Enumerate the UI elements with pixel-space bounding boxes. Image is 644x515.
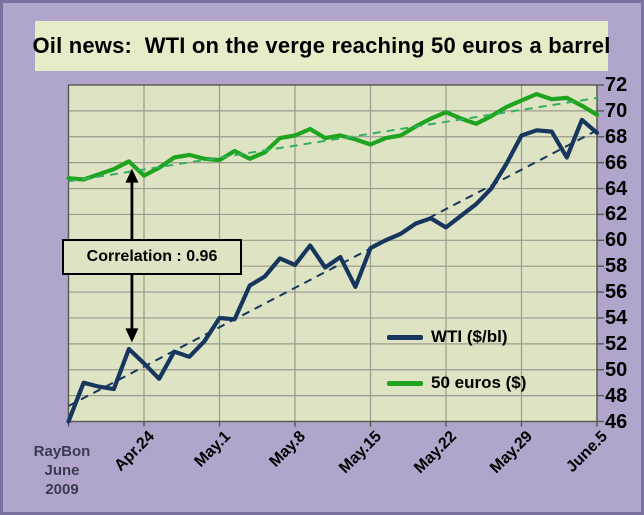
euro-line [66,91,600,182]
watermark-line2: June [44,462,80,479]
wti-line-swatch [387,334,423,340]
legend: WTI ($/bl) 50 euros ($) [387,326,526,418]
correlation-text: Correlation : 0.96 [86,248,218,265]
correlation-annotation: Correlation : 0.96 [62,239,242,275]
chart-title-box: Oil news: WTI on the verge reaching 50 e… [32,21,611,71]
legend-item-euro: 50 euros ($) [387,372,526,394]
legend-label-euro: 50 euros ($) [431,373,527,392]
legend-label-wti: WTI ($/bl) [431,327,508,346]
euro-line-swatch [387,380,423,386]
watermark-line3: 2009 [45,481,79,498]
chart-title: Oil news: WTI on the verge reaching 50 e… [32,33,611,58]
watermark: RayBon June 2009 [6,442,118,499]
correlation-arrow-head-down [125,328,139,343]
wti-line [66,117,600,424]
correlation-arrow-head-up [125,168,139,183]
legend-item-wti: WTI ($/bl) [387,326,526,348]
euro-trendline [68,96,598,183]
watermark-line1: RayBon [33,443,91,460]
wti-trendline [68,129,598,407]
